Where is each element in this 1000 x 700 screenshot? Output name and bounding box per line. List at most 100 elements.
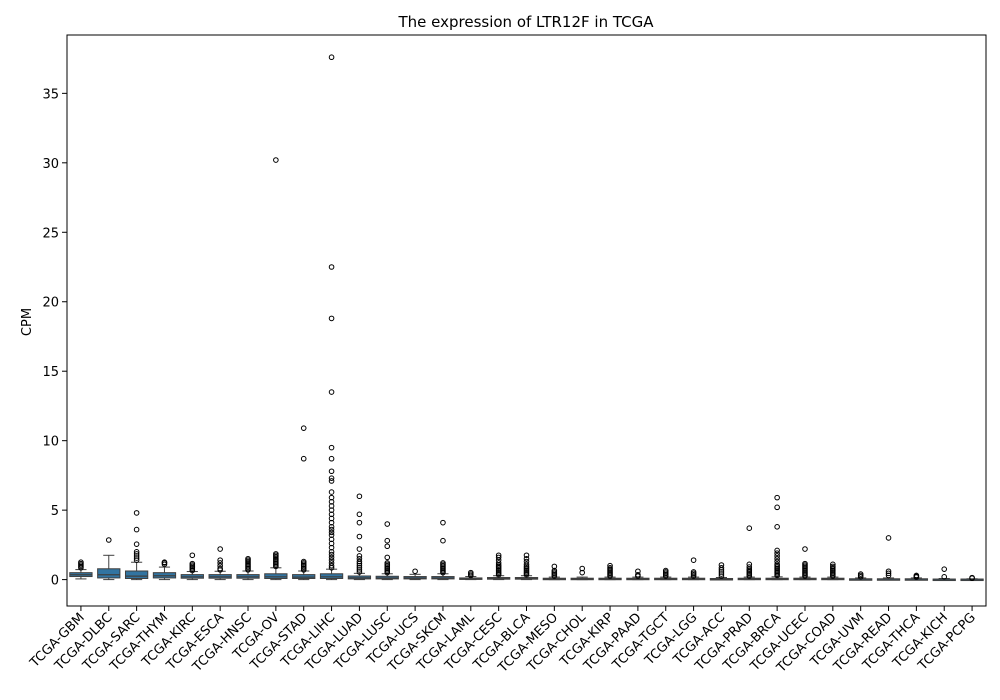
outlier-point [328,557,335,563]
outlier-point [133,526,140,533]
outlier-point [523,552,530,559]
y-tick-label: 10 [42,435,59,450]
outlier-point [328,494,335,501]
outlier-point [189,560,196,567]
chart-title: The expression of LTR12F in TCGA [397,13,654,31]
outlier-point [328,529,335,536]
y-tick-label: 0 [51,574,59,589]
plot-frame [66,34,987,607]
outlier-point [774,504,780,511]
outlier-point [356,553,363,559]
outlier-point [607,564,613,571]
outlier-point [440,560,446,566]
outlier-point [746,561,753,568]
outlier-point [217,546,223,552]
outlier-point [635,571,641,578]
outlier-point [300,455,307,462]
outlier-point [328,489,335,495]
outlier-point [78,559,84,566]
y-tick-label: 30 [42,157,59,172]
outlier-point [384,560,391,566]
y-tick-label: 15 [42,365,59,380]
outlier-point [356,546,363,552]
outlier-point [328,475,335,481]
outlier-point [328,468,335,475]
outlier-point [774,550,780,557]
outlier-point [774,547,780,554]
outlier-point [746,564,753,570]
outlier-point [440,537,446,544]
box [124,570,149,579]
outlier-point [273,551,279,557]
outlier-point [300,425,307,431]
outlier-point [802,560,808,567]
outlier-point [328,264,335,270]
outlier-point [217,560,223,566]
outlier-point [885,568,892,575]
outlier-point [356,519,363,526]
y-tick-label: 35 [42,87,59,102]
outlier-point [328,562,335,569]
outlier-point [133,549,140,555]
outlier-point [328,54,335,61]
outlier-point [830,563,836,570]
outlier-point [523,558,530,565]
outlier-point [300,558,307,565]
box [97,568,121,579]
outlier-point [551,563,558,570]
outlier-point [579,565,585,572]
outlier-point [746,525,753,531]
outlier-point [662,567,669,574]
outlier-point [468,569,474,576]
outlier-point [356,555,363,562]
outlier-point [189,552,196,559]
outlier-point [802,546,808,552]
outlier-point [328,455,335,462]
outlier-point [607,562,613,569]
outlier-point [217,562,223,569]
outlier-point [495,560,502,566]
outlier-point [133,551,140,557]
outlier-point [328,532,335,538]
box [319,573,344,579]
outlier-point [718,562,725,568]
outlier-point [774,555,780,562]
outlier-point [495,554,502,561]
outlier-point [328,551,335,558]
outlier-point [830,561,836,568]
outlier-point [328,315,335,322]
outlier-point [941,566,948,572]
outlier-point [718,564,725,571]
outlier-point [356,558,363,565]
outlier-point [273,157,279,163]
outlier-point [913,572,920,579]
outlier-point [384,537,391,544]
outlier-point [885,570,892,577]
outlier-point [774,524,780,530]
outlier-point [328,554,335,561]
outlier-point [384,554,391,561]
outlier-point [384,543,391,550]
outlier-point [217,565,223,572]
outlier-point [328,389,335,395]
outlier-point [356,533,363,540]
outlier-point [523,561,530,568]
outlier-point [105,537,112,543]
outlier-point [356,511,363,518]
outlier-point [133,541,140,547]
outlier-point [328,478,335,484]
outlier-point [774,553,780,559]
outlier-point [941,574,948,580]
outlier-point [523,555,530,562]
y-axis-label: CPM [20,308,35,336]
outlier-point [774,558,780,565]
y-tick-label: 25 [42,226,59,241]
plot-area: 05101520253035TCGA-GBMTCGA-DLBCTCGA-SARC… [27,54,984,676]
outlier-point [328,444,335,451]
outlier-point [133,510,140,516]
outlier-point [495,552,502,559]
outlier-point [690,569,697,575]
outlier-point [328,560,335,566]
outlier-point [857,571,864,577]
